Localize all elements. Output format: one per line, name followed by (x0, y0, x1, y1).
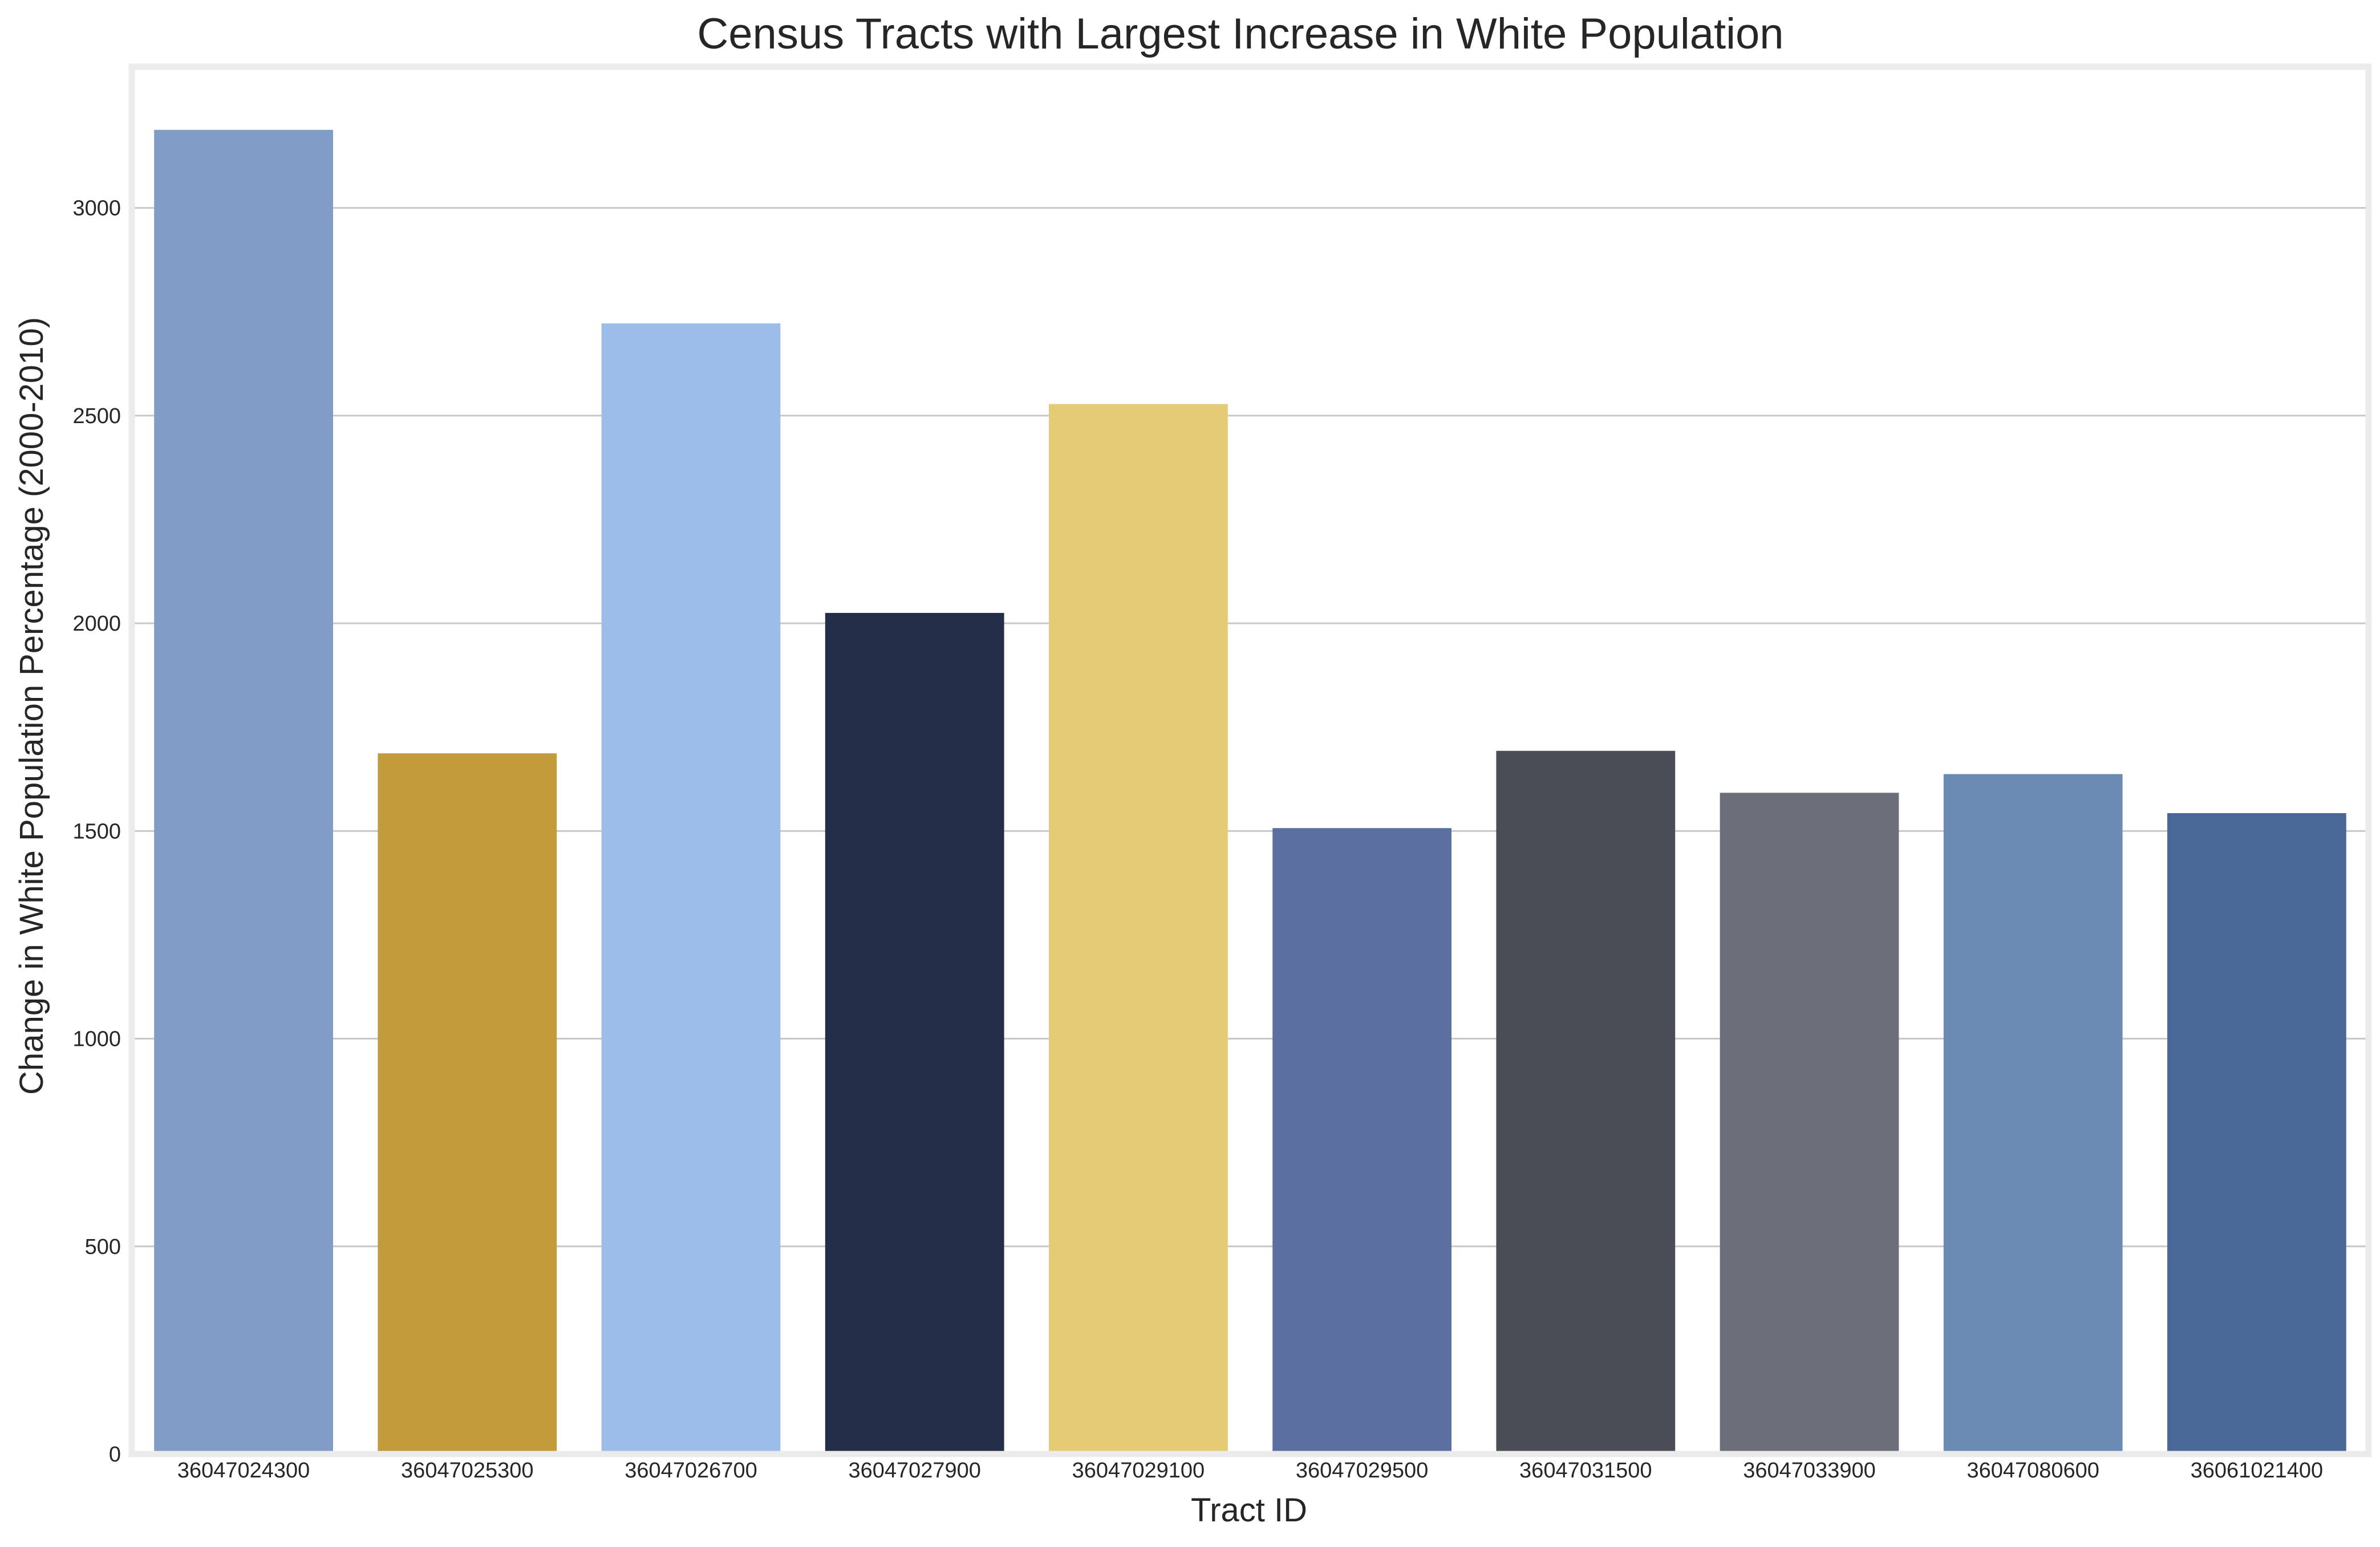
y-tick-label: 2000 (72, 612, 121, 636)
y-tick-label: 0 (109, 1443, 121, 1467)
bar-36047033900 (1720, 793, 1899, 1454)
bar-36047024300 (154, 129, 333, 1454)
bar-36047027900 (825, 612, 1004, 1454)
y-tick-label: 1500 (72, 819, 121, 843)
x-tick-label: 36047026700 (625, 1459, 757, 1483)
y-axis-title: Change in White Population Percentage (2… (13, 317, 50, 1095)
x-tick-label: 36047029500 (1296, 1459, 1428, 1483)
x-tick-label: 36047025300 (401, 1459, 533, 1483)
y-axis-ticks: 0 500 1000 1500 2000 2500 3000 (72, 197, 121, 1467)
x-tick-label: 36047029100 (1072, 1459, 1205, 1483)
bar-36047031500 (1496, 750, 1676, 1454)
x-axis-ticks: 36047024300 36047025300 36047026700 3604702… (177, 1459, 2323, 1483)
chart-title: Census Tracts with Largest Increase in W… (697, 10, 1783, 58)
bars (154, 129, 2346, 1454)
y-tick-label: 1000 (72, 1028, 121, 1051)
bar-36047080600 (1943, 774, 2123, 1454)
x-tick-label: 36047033900 (1743, 1459, 1875, 1483)
x-axis-title: Tract ID (1191, 1492, 1307, 1529)
bar-36047029500 (1272, 828, 1451, 1454)
bar-36047026700 (601, 323, 781, 1454)
x-tick-label: 36047024300 (177, 1459, 310, 1483)
bar-36047029100 (1049, 404, 1228, 1454)
bar-36061021400 (2167, 813, 2346, 1454)
y-tick-label: 500 (85, 1235, 121, 1259)
y-tick-label: 3000 (72, 197, 121, 221)
x-tick-label: 36061021400 (2191, 1459, 2323, 1483)
y-tick-label: 2500 (72, 404, 121, 428)
x-tick-label: 36047027900 (848, 1459, 980, 1483)
x-tick-label: 36047031500 (1519, 1459, 1652, 1483)
plot-frame (128, 63, 2372, 1457)
x-tick-label: 36047080600 (1967, 1459, 2099, 1483)
bar-36047025300 (378, 753, 557, 1454)
